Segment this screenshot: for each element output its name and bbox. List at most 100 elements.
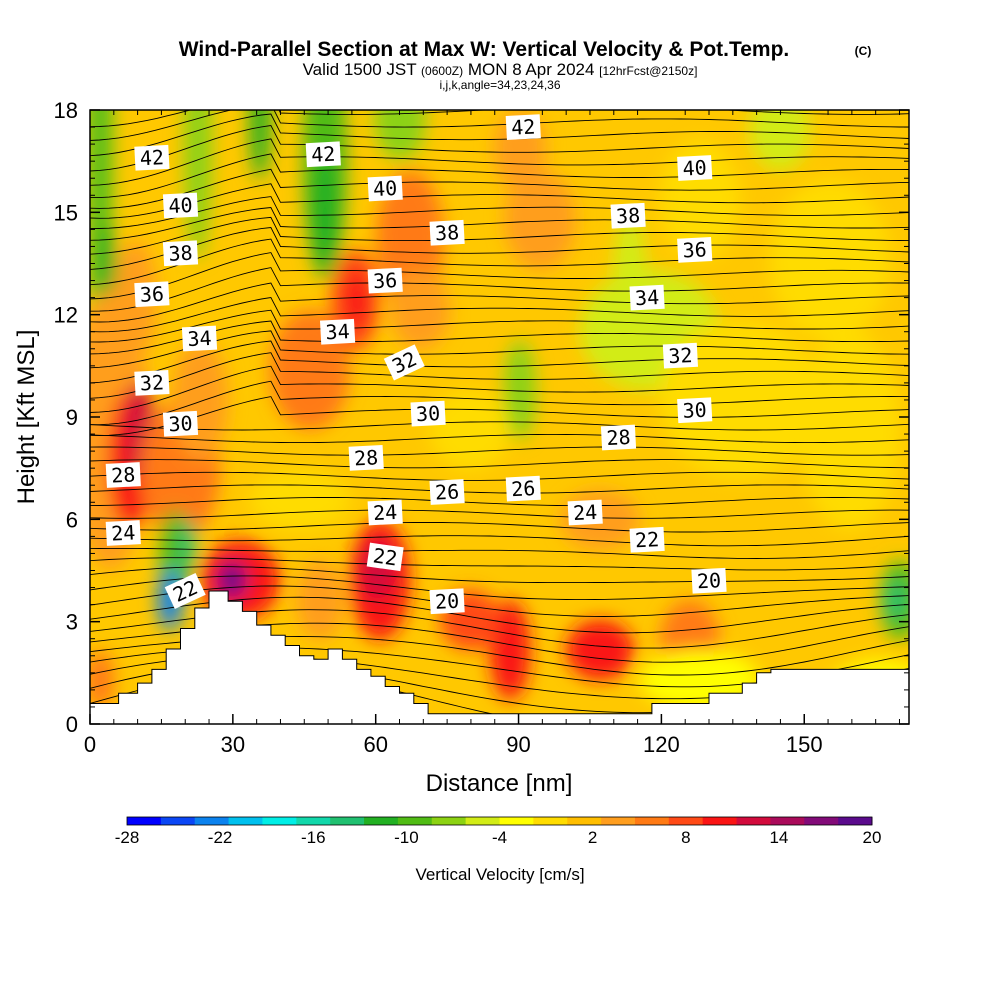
theta-label-text: 32 (668, 343, 693, 368)
colorbar-tick-label: 8 (681, 828, 690, 847)
theta-contour-label: 20 (691, 568, 726, 594)
y-tick-label: 0 (66, 712, 78, 737)
colorbar-swatch (703, 817, 737, 825)
colorbar-swatch (296, 817, 330, 825)
colorbar-swatch (127, 817, 161, 825)
theta-label-text: 38 (615, 203, 640, 228)
theta-contour-label: 42 (134, 145, 169, 171)
theta-label-text: 40 (682, 155, 707, 180)
x-tick-label: 60 (363, 732, 387, 757)
theta-contour-label: 34 (320, 319, 355, 345)
theta-contour-label: 24 (368, 500, 403, 526)
colorbar-swatch (500, 817, 534, 825)
theta-label-text: 36 (682, 237, 707, 262)
velocity-patch (885, 580, 905, 620)
colorbar-tick-label: -16 (301, 828, 326, 847)
colorbar-tick-label: 20 (863, 828, 882, 847)
subtitle-valid: Valid 1500 JST (303, 60, 417, 79)
theta-label-text: 32 (139, 370, 164, 395)
y-tick-label: 12 (54, 303, 78, 328)
colorbar-swatch (804, 817, 838, 825)
theta-label-text: 40 (373, 176, 398, 201)
theta-label-text: 36 (373, 268, 398, 293)
theta-contour-label: 34 (182, 326, 217, 352)
theta-label-text: 28 (111, 462, 136, 487)
velocity-patch (311, 150, 339, 270)
colorbar-swatch (262, 817, 296, 825)
theta-label-text: 24 (111, 520, 136, 545)
theta-contour-label: 38 (610, 203, 645, 229)
theta-contour-label: 20 (429, 588, 464, 614)
colorbar-swatch (330, 817, 364, 825)
theta-contour-label: 28 (349, 445, 384, 471)
colorbar-swatch (601, 817, 635, 825)
theta-label-text: 34 (187, 326, 212, 351)
colorbar-tick-label: -4 (492, 828, 507, 847)
theta-label-text: 38 (168, 241, 193, 266)
colorbar-swatch (432, 817, 466, 825)
chart-title-mark: (C) (855, 44, 872, 58)
theta-contour-label: 42 (506, 114, 541, 140)
colorbar-swatch (635, 817, 669, 825)
x-tick-label: 150 (786, 732, 823, 757)
theta-label-text: 24 (573, 500, 598, 525)
y-tick-label: 9 (66, 405, 78, 430)
chart-title: Wind-Parallel Section at Max W: Vertical… (179, 38, 790, 61)
theta-contour-label: 26 (429, 479, 464, 505)
theta-label-text: 30 (415, 401, 440, 426)
theta-contour-label: 28 (601, 425, 636, 451)
colorbar-swatch (364, 817, 398, 825)
x-tick-label: 120 (643, 732, 680, 757)
theta-label-text: 26 (434, 479, 459, 504)
x-tick-label: 90 (506, 732, 530, 757)
colorbar-swatch (161, 817, 195, 825)
velocity-patch (250, 470, 350, 530)
colorbar-swatch (737, 817, 771, 825)
colorbar-swatch (229, 817, 263, 825)
theta-label-text: 42 (511, 114, 536, 139)
theta-label-text: 26 (511, 476, 536, 501)
theta-label-text: 20 (434, 589, 459, 614)
theta-contour-label: 34 (629, 285, 664, 311)
theta-label-text: 30 (682, 398, 707, 423)
velocity-patch (250, 60, 270, 180)
theta-contour-label: 36 (134, 281, 169, 307)
theta-contour-label: 22 (629, 527, 664, 553)
colorbar-tick-label: 2 (588, 828, 597, 847)
theta-label-text: 28 (354, 445, 379, 470)
theta-label-text: 30 (168, 411, 193, 436)
colorbar-swatch (466, 817, 500, 825)
theta-contour-label: 26 (506, 476, 541, 502)
theta-label-text: 40 (168, 193, 193, 218)
chart-subtitle-indices: i,j,k,angle=34,23,24,36 (439, 78, 560, 92)
colorbar-swatch (770, 817, 804, 825)
theta-contour-label: 24 (568, 500, 603, 526)
velocity-patch (180, 520, 196, 570)
theta-contour-label: 30 (163, 411, 198, 437)
vertical-velocity-cross-section-chart: Wind-Parallel Section at Max W: Vertical… (0, 0, 1000, 1000)
colorbar-tick-label: -10 (394, 828, 419, 847)
velocity-patch (566, 620, 634, 680)
colorbar-swatch (398, 817, 432, 825)
theta-contour-label: 32 (663, 343, 698, 369)
x-tick-label: 30 (221, 732, 245, 757)
colorbar-swatch (567, 817, 601, 825)
y-tick-label: 18 (54, 98, 78, 123)
colorbar: -28 -22 -16 -10 -4 2 8 14 20 (115, 817, 882, 847)
theta-label-text: 34 (634, 285, 659, 310)
colorbar-swatch (669, 817, 703, 825)
colorbar-swatch (195, 817, 229, 825)
subtitle-date: MON 8 Apr 2024 (468, 60, 595, 79)
theta-contour-label: 28 (106, 462, 141, 488)
theta-contour-label: 30 (410, 401, 445, 427)
y-tick-label: 15 (54, 200, 78, 225)
theta-contour-label: 30 (677, 397, 712, 423)
theta-label-text: 22 (372, 543, 399, 570)
theta-label-text: 42 (311, 142, 336, 167)
x-axis-label: Distance [nm] (426, 770, 573, 797)
theta-contour-label: 36 (368, 268, 403, 294)
y-tick-label: 3 (66, 610, 78, 635)
subtitle-zulu: (0600Z) (421, 64, 463, 78)
theta-contour-label: 22 (367, 543, 404, 571)
x-tick-label: 0 (84, 732, 96, 757)
